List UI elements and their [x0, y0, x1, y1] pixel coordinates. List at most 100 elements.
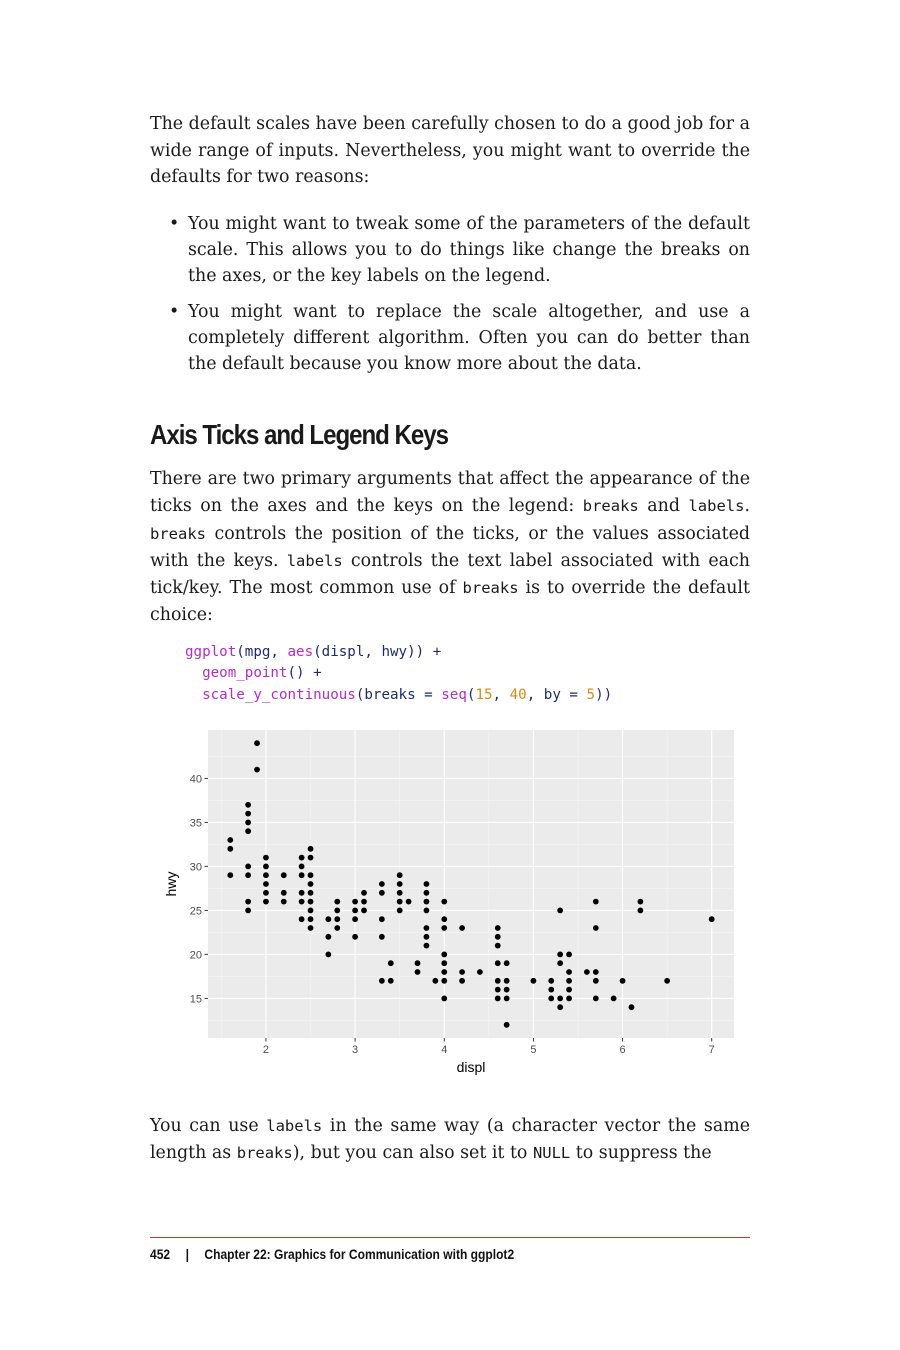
- y-tick-label: 40: [190, 773, 202, 785]
- data-point: [245, 819, 252, 826]
- code-line-2: geom_point() +: [202, 665, 322, 681]
- data-point: [441, 916, 448, 923]
- data-point: [503, 1021, 510, 1028]
- text-run: There are two primary arguments that aff…: [150, 469, 750, 517]
- footer-separator: |: [185, 1246, 189, 1262]
- code-token: ,: [492, 686, 510, 703]
- labels-paragraph-block: You can use labels in the same way (a ch…: [150, 1113, 750, 1168]
- data-point: [441, 995, 448, 1002]
- data-point: [459, 977, 465, 984]
- data-point: [494, 942, 501, 949]
- data-point: [423, 925, 430, 931]
- text-run: to suppress the: [570, 1143, 712, 1164]
- intro-block: The default scales have been carefully c…: [150, 111, 750, 191]
- data-point: [414, 960, 421, 967]
- data-point: [592, 969, 599, 975]
- data-point: [637, 907, 644, 914]
- data-point: [298, 854, 305, 861]
- data-point: [708, 916, 715, 923]
- data-point: [396, 889, 403, 896]
- data-point: [566, 986, 572, 993]
- code-line-1: ggplot(mpg, aes(displ, hwy)) +: [185, 644, 441, 660]
- data-point: [557, 951, 564, 958]
- data-point: [245, 898, 252, 905]
- code-token: 15: [475, 686, 493, 703]
- data-point: [334, 925, 341, 931]
- reasons-list-block: • You might want to tweak some of the par…: [150, 211, 750, 387]
- x-tick-label: 2: [263, 1044, 269, 1056]
- data-point: [245, 810, 252, 817]
- section-heading: Axis Ticks and Legend Keys: [150, 419, 449, 450]
- code-token: , by =: [526, 686, 587, 703]
- inline-code: NULL: [532, 1144, 571, 1163]
- data-point: [263, 872, 269, 879]
- code-token: aes: [287, 644, 314, 660]
- data-point: [566, 951, 572, 958]
- y-tick-label: 20: [190, 949, 202, 961]
- text-run: .: [744, 496, 750, 517]
- data-point: [441, 977, 448, 984]
- data-point: [637, 898, 644, 905]
- data-point: [423, 907, 430, 914]
- x-axis-ticks: 2 3 4 5 6 7: [263, 1038, 715, 1056]
- y-axis-title: hwy: [163, 872, 179, 897]
- code-token: () +: [287, 665, 322, 682]
- data-point: [378, 977, 385, 984]
- list-item: • You might want to tweak some of the par…: [150, 211, 750, 289]
- data-point: [298, 872, 305, 879]
- data-point: [396, 907, 403, 914]
- code-token: 5: [586, 686, 596, 703]
- data-point: [548, 995, 555, 1002]
- list-item-text: You might want to tweak some of the para…: [188, 214, 750, 286]
- data-point: [566, 977, 572, 984]
- y-tick-label: 35: [190, 817, 202, 829]
- code-token: (: [466, 686, 476, 703]
- data-point: [628, 1004, 635, 1011]
- data-point: [263, 854, 269, 861]
- code-token: (displ, hwy)) +: [313, 644, 442, 660]
- text-run: in the same way (a character vector the …: [150, 1116, 750, 1164]
- data-point: [325, 951, 332, 958]
- code-block: ggplot(mpg, aes(displ, hwy)) + geom_poin…: [185, 642, 612, 706]
- data-point: [557, 960, 564, 967]
- data-point: [396, 881, 403, 887]
- data-point: [503, 986, 510, 993]
- text-run: controls the text label associated with …: [150, 550, 750, 599]
- data-point: [503, 977, 510, 984]
- data-point: [280, 889, 287, 896]
- data-point: [423, 933, 430, 940]
- code-token: )): [595, 686, 613, 703]
- data-point: [307, 898, 314, 905]
- data-point: [245, 801, 252, 808]
- data-point: [566, 969, 572, 975]
- data-point: [361, 907, 367, 914]
- data-point: [548, 986, 555, 993]
- section-heading-block: Axis Ticks and Legend Keys: [150, 419, 750, 451]
- data-point: [334, 898, 341, 905]
- data-point: [307, 881, 314, 887]
- data-point: [325, 933, 332, 940]
- footer-rule: [150, 1237, 750, 1238]
- text-run: ), but you can also set it to: [292, 1143, 533, 1164]
- data-point: [441, 960, 448, 967]
- data-point: [352, 916, 359, 923]
- data-point: [352, 898, 359, 905]
- text-run: You can use: [150, 1116, 267, 1136]
- hwy-displ-scatter-plot: 2 3 4 5 6 7 15 20 25 30 35 40 displ hwy: [163, 730, 734, 1075]
- data-point: [263, 898, 269, 905]
- data-point: [245, 863, 252, 870]
- y-tick-label: 15: [190, 993, 202, 1005]
- y-tick-label: 30: [190, 861, 202, 873]
- grid-lines: [208, 730, 734, 1038]
- x-tick-label: 7: [709, 1044, 715, 1056]
- data-point: [494, 986, 501, 993]
- data-point: [245, 907, 252, 914]
- text-run: controls the position of the ticks, or t…: [150, 523, 750, 571]
- data-point: [494, 960, 501, 967]
- data-point: [298, 916, 305, 923]
- data-point: [557, 907, 564, 914]
- data-point: [361, 898, 367, 905]
- y-tick-label: 25: [190, 905, 202, 917]
- data-points: [227, 740, 715, 1028]
- data-point: [227, 837, 234, 843]
